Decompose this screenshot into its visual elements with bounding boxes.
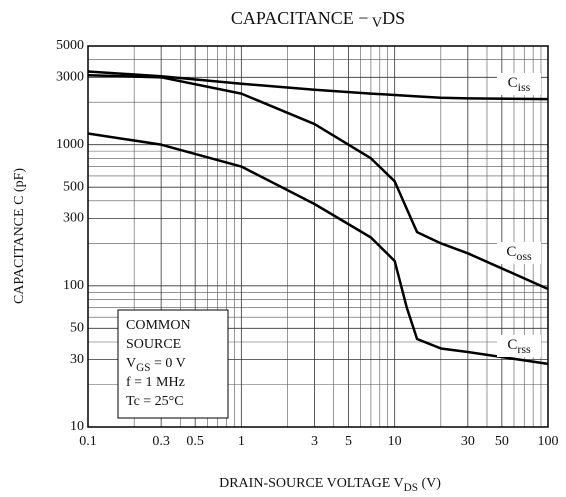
series-label: Coss <box>506 244 532 262</box>
series-label: Ciss <box>508 75 531 93</box>
x-tick-label: 10 <box>388 434 402 449</box>
annotation-line: VGS = 0 V <box>126 356 186 373</box>
chart-title: CAPACITANCE − VDS <box>231 8 405 31</box>
series-label-bg <box>497 242 541 264</box>
y-tick-label: 3000 <box>56 70 84 85</box>
annotation-box <box>117 309 229 419</box>
series-line <box>87 70 549 101</box>
series-line <box>87 132 549 366</box>
y-tick-label: 5000 <box>56 38 84 53</box>
annotation-line: COMMON <box>126 318 191 333</box>
x-tick-label: 3 <box>311 434 318 449</box>
x-tick-label: 5 <box>345 434 352 449</box>
y-tick-label: 50 <box>70 321 84 336</box>
y-tick-label: 500 <box>63 179 84 194</box>
annotation-line: Tc = 25°C <box>126 394 184 409</box>
x-tick-label: 0.5 <box>186 434 204 449</box>
series-line <box>87 74 549 291</box>
x-axis-label: DRAIN-SOURCE VOLTAGE VDS (V) <box>219 476 441 493</box>
y-tick-label: 300 <box>63 211 84 226</box>
y-tick-label: 1000 <box>56 137 84 152</box>
x-tick-label: 1 <box>238 434 245 449</box>
y-tick-label: 100 <box>63 278 84 293</box>
y-tick-label: 30 <box>70 352 84 367</box>
y-axis-label: CAPACITANCE C (pF) <box>12 168 27 304</box>
series-label-bg <box>497 335 541 357</box>
series-label: Crss <box>507 337 531 355</box>
series-label-bg <box>497 73 541 95</box>
y-tick-label: 10 <box>70 419 84 434</box>
x-tick-label: 30 <box>461 434 475 449</box>
x-tick-label: 100 <box>538 434 559 449</box>
x-tick-label: 0.1 <box>79 434 97 449</box>
annotation-line: SOURCE <box>126 337 181 352</box>
x-tick-label: 0.3 <box>152 434 170 449</box>
x-tick-label: 50 <box>495 434 509 449</box>
annotation-line: f = 1 MHz <box>126 375 185 390</box>
plot-frame <box>87 45 549 428</box>
